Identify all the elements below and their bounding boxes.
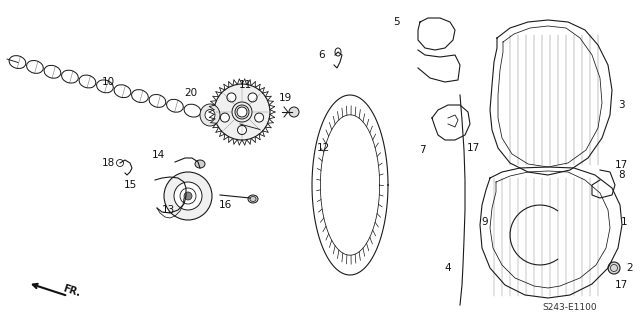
Circle shape <box>237 125 246 135</box>
Text: 20: 20 <box>184 88 198 98</box>
Text: 17: 17 <box>614 280 628 290</box>
Text: FR.: FR. <box>62 284 82 299</box>
Circle shape <box>289 107 299 117</box>
Text: 2: 2 <box>627 263 634 273</box>
Text: 19: 19 <box>278 93 292 103</box>
Ellipse shape <box>200 104 220 126</box>
Text: 13: 13 <box>161 205 175 215</box>
Circle shape <box>248 93 257 102</box>
Text: 11: 11 <box>238 80 252 90</box>
Text: 14: 14 <box>152 150 164 160</box>
Text: 6: 6 <box>319 50 325 60</box>
Text: 12: 12 <box>316 143 330 153</box>
Ellipse shape <box>608 262 620 274</box>
Ellipse shape <box>195 160 205 168</box>
Text: 10: 10 <box>101 77 115 87</box>
Circle shape <box>214 84 270 140</box>
Text: S243-E1100: S243-E1100 <box>543 303 597 313</box>
Circle shape <box>184 192 192 200</box>
Circle shape <box>227 93 236 102</box>
Text: 1: 1 <box>621 217 627 227</box>
Text: 3: 3 <box>618 100 624 110</box>
Text: 17: 17 <box>467 143 479 153</box>
Text: 4: 4 <box>445 263 451 273</box>
Text: 15: 15 <box>124 180 136 190</box>
Text: 7: 7 <box>419 145 426 155</box>
Circle shape <box>255 113 264 122</box>
Text: 17: 17 <box>614 160 628 170</box>
Text: 18: 18 <box>101 158 115 168</box>
Text: 9: 9 <box>482 217 488 227</box>
Circle shape <box>174 182 202 210</box>
Text: 16: 16 <box>218 200 232 210</box>
Circle shape <box>220 113 229 122</box>
Circle shape <box>164 172 212 220</box>
Text: 8: 8 <box>619 170 625 180</box>
Text: 5: 5 <box>393 17 399 27</box>
Circle shape <box>237 107 247 117</box>
Ellipse shape <box>205 109 215 121</box>
Ellipse shape <box>248 195 258 203</box>
